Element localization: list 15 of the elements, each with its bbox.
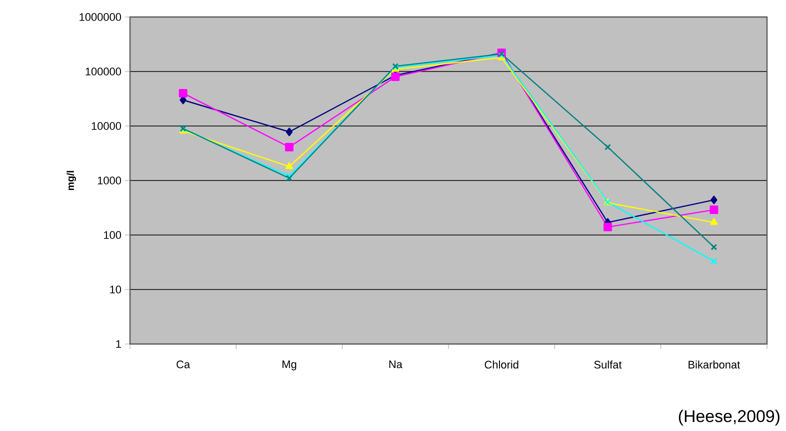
y-tick-label: 10	[110, 286, 122, 294]
y-tick-label: 1000000	[80, 13, 122, 21]
y-tick-label: 100000	[86, 68, 122, 76]
x-tick-label: Sulfat	[594, 360, 622, 369]
y-tick-label: 100	[104, 231, 122, 239]
y-tick-label: 1000	[98, 176, 122, 184]
x-tick-label: Mg	[282, 360, 296, 370]
x-tick-label: Ca	[176, 360, 190, 368]
y-tick-label: 10000	[92, 122, 122, 130]
text: (Heese,2009)	[678, 410, 780, 426]
y-tick-label: 1	[116, 340, 121, 348]
x-tick-label: Bikarbonat	[688, 360, 740, 369]
y-axis-title: mg/l	[66, 170, 76, 190]
x-tick-label: Na	[389, 360, 402, 368]
x-tick-label: Chlorid	[484, 360, 518, 369]
